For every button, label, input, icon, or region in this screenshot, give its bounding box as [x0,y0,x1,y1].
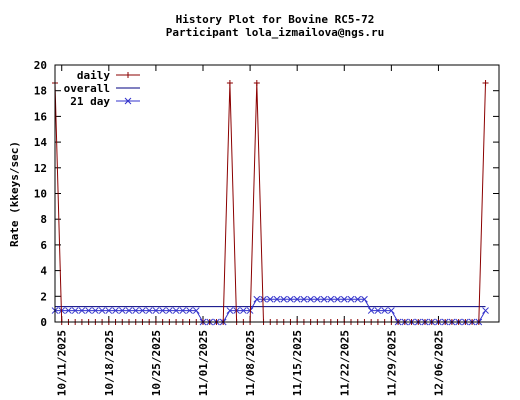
data-point [260,295,267,303]
data-point [78,307,86,314]
data-point [320,295,328,303]
data-point [266,295,274,303]
data-point [374,307,382,314]
data-point [314,295,321,303]
plot-frame [54,64,500,323]
legend-marker [125,72,131,78]
data-point [340,295,348,303]
data-point [273,295,281,303]
data-point [125,307,133,314]
data-point [105,307,113,314]
data-point [293,295,301,303]
data-point [186,307,193,314]
legend-label: daily [77,69,110,82]
data-point [240,307,247,314]
legend-marker [124,97,132,105]
y-tick-label: 12 [34,162,47,175]
y-tick-label: 10 [34,188,47,201]
data-point [172,307,180,314]
series-line [54,82,486,323]
data-point [132,307,140,314]
data-point [139,307,146,314]
y-axis-label: Rate (kkeys/sec) [8,141,21,247]
x-axis: 10/11/2025 10/18/2025 10/25/2025 11/01/2025… [56,65,445,396]
data-point [482,307,489,314]
data-point [381,307,388,314]
data-point [65,307,72,314]
y-tick-label: 14 [34,136,48,149]
data-point [71,307,79,314]
data-point [145,307,153,314]
x-tick-label: 11/29/2025 [385,330,398,396]
x-tick-label: 11/08/2025 [244,330,257,396]
data-point [388,307,395,314]
y-tick-label: 8 [40,213,47,226]
series-layer [51,79,489,326]
data-point [253,79,260,86]
x-tick-label: 12/06/2025 [432,330,445,396]
data-point [226,307,234,314]
data-point [112,307,119,314]
x-tick-label: 11/22/2025 [338,330,351,396]
series-line [55,298,486,323]
x-tick-label: 11/01/2025 [197,330,210,396]
legend-label: 21 day [70,95,110,108]
data-point [482,79,489,86]
y-tick-label: 0 [40,316,47,329]
data-point [179,307,187,314]
data-point [347,295,355,303]
y-tick-label: 4 [40,265,47,278]
y-tick-label: 20 [34,59,47,72]
x-tick-label: 10/25/2025 [150,330,163,396]
chart-title: History Plot for Bovine RC5-72 [176,13,375,26]
data-point [118,307,126,314]
data-point [85,307,92,314]
data-point [361,295,368,303]
data-point [159,307,166,314]
x-tick-label: 10/11/2025 [56,330,69,396]
legend-label: overall [64,82,110,95]
data-point [98,307,106,314]
data-point [367,307,375,314]
y-tick-label: 2 [40,290,47,303]
data-point [192,307,200,314]
data-point [307,295,314,303]
y-tick-label: 6 [40,239,47,252]
data-point [152,307,160,314]
data-point [300,295,308,303]
data-point [334,295,341,303]
y-tick-label: 18 [34,85,47,98]
data-point [354,295,362,303]
chart-subtitle: Participant lola_izmailova@ngs.ru [166,26,385,39]
data-point [287,295,294,303]
data-point [327,295,335,303]
data-point [226,79,233,86]
x-tick-label: 10/18/2025 [103,330,116,396]
data-point [92,307,99,314]
x-tick-label: 11/15/2025 [291,330,304,396]
series-daily [52,79,489,325]
data-point [280,295,288,303]
y-tick-label: 16 [34,110,48,123]
data-point [253,295,261,303]
data-point [166,307,173,314]
